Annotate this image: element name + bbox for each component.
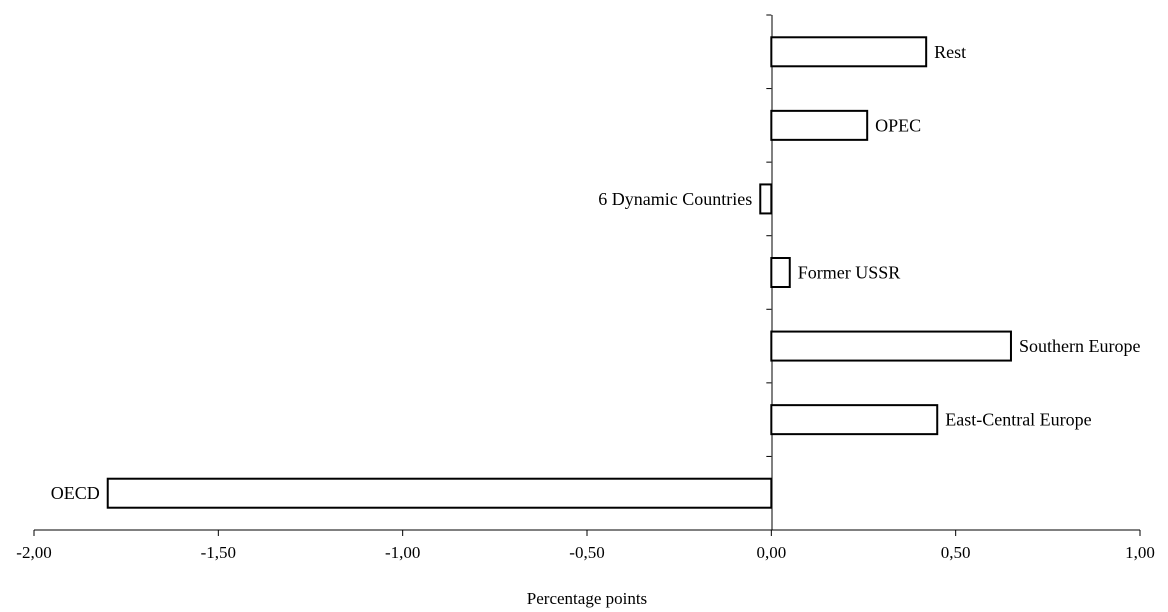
x-tick-label: -2,00 xyxy=(16,543,51,562)
x-tick-label: -0,50 xyxy=(569,543,604,562)
bar-label: Southern Europe xyxy=(1019,336,1140,356)
bar-label: OPEC xyxy=(875,115,921,135)
bar-rest xyxy=(770,36,928,68)
x-tick-label: 1,00 xyxy=(1125,543,1155,562)
x-tick-labels-group: -2,00 -1,50 -1,00 -0,50 0,00 0,50 1,00 xyxy=(16,543,1155,562)
bar-east-central-europe xyxy=(770,404,939,436)
x-tick-label: -1,50 xyxy=(201,543,236,562)
x-tick-label: 0,50 xyxy=(941,543,971,562)
bar-labels-group: OECD East-Central Europe Southern Europe Fo… xyxy=(51,42,1141,503)
bar-southern-europe xyxy=(770,330,1012,362)
bar-oecd xyxy=(106,477,773,509)
x-axis-title: Percentage points xyxy=(527,589,647,608)
bar-6-dynamic-countries xyxy=(759,183,773,215)
bar-label: OECD xyxy=(51,483,100,503)
bar-label: Rest xyxy=(934,42,966,62)
bar-former-ussr xyxy=(770,257,791,288)
bar-opec xyxy=(770,109,869,141)
x-tick-label: -1,00 xyxy=(385,543,420,562)
bar-label: 6 Dynamic Countries xyxy=(598,189,752,209)
bar-label: East-Central Europe xyxy=(945,410,1091,430)
x-tick-label: 0,00 xyxy=(756,543,786,562)
x-axis-ticks xyxy=(33,530,1141,536)
y-axis-ticks xyxy=(766,14,772,531)
bars-group xyxy=(106,36,1012,509)
bar-label: Former USSR xyxy=(798,263,901,283)
